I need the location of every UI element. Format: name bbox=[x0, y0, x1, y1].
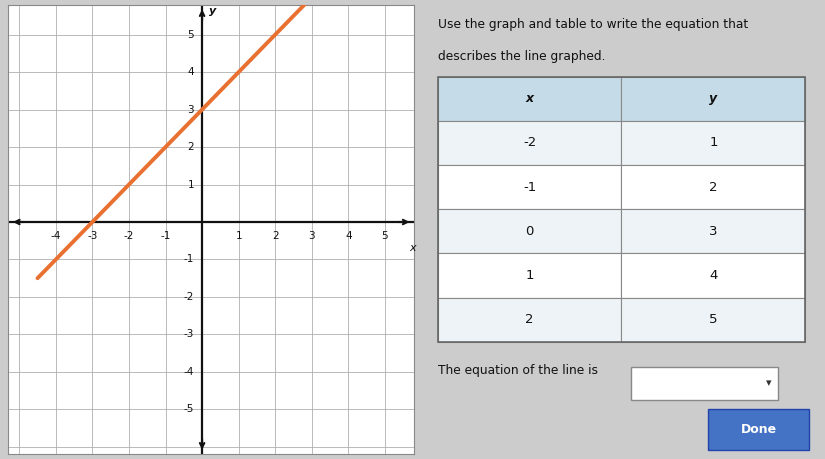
Text: 3: 3 bbox=[187, 105, 194, 115]
Text: -2: -2 bbox=[124, 231, 134, 241]
Text: 1: 1 bbox=[526, 269, 534, 282]
Text: -3: -3 bbox=[184, 330, 194, 340]
Text: 0: 0 bbox=[526, 225, 534, 238]
Text: -2: -2 bbox=[523, 136, 536, 150]
Text: Use the graph and table to write the equation that: Use the graph and table to write the equ… bbox=[438, 18, 748, 31]
Text: -1: -1 bbox=[160, 231, 171, 241]
Text: 5: 5 bbox=[382, 231, 389, 241]
Text: x: x bbox=[526, 92, 534, 105]
Text: 4: 4 bbox=[710, 269, 718, 282]
Text: y: y bbox=[209, 6, 216, 17]
FancyBboxPatch shape bbox=[621, 121, 805, 165]
Text: Done: Done bbox=[741, 423, 777, 436]
FancyBboxPatch shape bbox=[438, 209, 621, 253]
Text: 2: 2 bbox=[526, 313, 534, 326]
Text: y: y bbox=[710, 92, 718, 105]
Text: 2: 2 bbox=[187, 142, 194, 152]
FancyBboxPatch shape bbox=[621, 165, 805, 209]
FancyBboxPatch shape bbox=[621, 253, 805, 298]
Text: 4: 4 bbox=[187, 67, 194, 77]
Text: 5: 5 bbox=[187, 29, 194, 39]
FancyBboxPatch shape bbox=[621, 77, 805, 121]
FancyBboxPatch shape bbox=[438, 77, 621, 121]
Text: describes the line graphed.: describes the line graphed. bbox=[438, 50, 606, 62]
Text: 1: 1 bbox=[709, 136, 718, 150]
FancyBboxPatch shape bbox=[438, 165, 621, 209]
Text: 3: 3 bbox=[709, 225, 718, 238]
Text: 2: 2 bbox=[709, 181, 718, 194]
Text: 3: 3 bbox=[309, 231, 315, 241]
Text: x: x bbox=[409, 243, 416, 252]
Text: The equation of the line is: The equation of the line is bbox=[438, 364, 598, 377]
Text: 5: 5 bbox=[709, 313, 718, 326]
FancyBboxPatch shape bbox=[438, 298, 621, 342]
Text: ▾: ▾ bbox=[766, 379, 771, 389]
FancyBboxPatch shape bbox=[709, 409, 809, 450]
FancyBboxPatch shape bbox=[631, 367, 778, 400]
Text: -4: -4 bbox=[184, 367, 194, 377]
Text: -3: -3 bbox=[87, 231, 97, 241]
FancyBboxPatch shape bbox=[438, 121, 621, 165]
Text: 1: 1 bbox=[187, 179, 194, 190]
FancyBboxPatch shape bbox=[621, 209, 805, 253]
Text: -4: -4 bbox=[50, 231, 61, 241]
Text: 2: 2 bbox=[272, 231, 279, 241]
Text: 4: 4 bbox=[345, 231, 351, 241]
Text: -1: -1 bbox=[523, 181, 536, 194]
FancyBboxPatch shape bbox=[621, 298, 805, 342]
FancyBboxPatch shape bbox=[438, 253, 621, 298]
Text: -1: -1 bbox=[184, 254, 194, 264]
Text: -2: -2 bbox=[184, 292, 194, 302]
Text: -5: -5 bbox=[184, 404, 194, 414]
Text: 1: 1 bbox=[235, 231, 242, 241]
